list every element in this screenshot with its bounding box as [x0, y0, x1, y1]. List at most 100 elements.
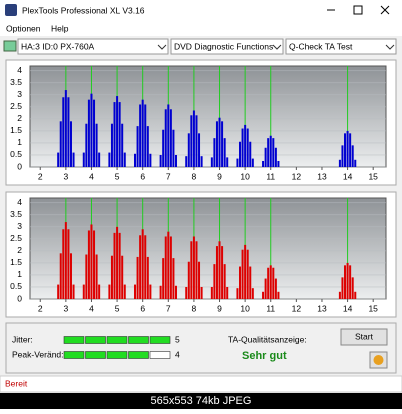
bar	[241, 128, 244, 167]
bar	[85, 254, 88, 299]
bar	[223, 138, 226, 167]
x-tick-label: 11	[266, 171, 275, 181]
x-tick-label: 3	[63, 303, 68, 313]
bar	[116, 96, 119, 167]
bar	[264, 147, 267, 167]
bar	[272, 138, 275, 167]
bar	[351, 277, 354, 299]
bar	[90, 93, 93, 167]
bar	[144, 104, 147, 167]
x-tick-label: 14	[343, 303, 353, 313]
bar	[344, 133, 347, 167]
bar	[113, 232, 116, 299]
meter-segment	[128, 336, 149, 344]
bar	[349, 265, 352, 299]
y-tick-label: 0.5	[10, 281, 22, 291]
bar	[62, 229, 65, 299]
y-tick-label: 0	[17, 161, 22, 171]
bar	[57, 284, 60, 299]
bar	[174, 154, 177, 167]
y-tick-label: 1	[17, 269, 22, 279]
bar	[267, 267, 270, 299]
bar	[169, 236, 172, 299]
bar	[67, 97, 70, 167]
bar	[221, 246, 224, 299]
menu-item[interactable]: Optionen	[6, 23, 41, 33]
bar	[82, 284, 85, 299]
bar	[146, 256, 149, 299]
drive-select[interactable]	[17, 38, 169, 55]
test-select[interactable]	[285, 38, 397, 55]
bar	[144, 235, 147, 299]
bar	[82, 152, 85, 167]
bar	[215, 121, 218, 167]
meter-segment	[85, 336, 106, 344]
bar	[262, 160, 265, 167]
bar	[123, 284, 126, 299]
bar	[274, 147, 277, 167]
x-tick-label: 5	[115, 171, 120, 181]
bar	[162, 129, 165, 167]
bar	[274, 278, 277, 299]
y-tick-label: 0	[17, 293, 22, 303]
meter-segment	[85, 351, 106, 359]
status-bar	[0, 375, 402, 393]
bar	[64, 90, 67, 167]
bar	[134, 284, 137, 299]
y-tick-label: 0.5	[10, 149, 22, 159]
bar	[200, 286, 203, 299]
bar	[69, 121, 72, 167]
bar	[108, 152, 111, 167]
bar	[159, 285, 162, 299]
bar	[116, 226, 119, 299]
x-tick-label: 11	[266, 303, 275, 313]
bar	[239, 266, 242, 299]
x-tick-label: 2	[38, 303, 43, 313]
menu-item[interactable]: Help	[51, 23, 69, 33]
jitter-label: Jitter:	[12, 334, 33, 344]
bar	[239, 141, 242, 167]
bar	[249, 266, 252, 299]
bar	[351, 145, 354, 167]
x-tick-label: 7	[166, 303, 171, 313]
x-tick-label: 15	[368, 303, 378, 313]
bar	[67, 229, 70, 299]
bar	[167, 231, 170, 299]
bar	[195, 241, 198, 299]
quality-label: TA-Qualitätsanzeige:	[228, 334, 307, 344]
result-panel	[5, 322, 397, 374]
dropdown-arrow	[272, 44, 282, 50]
function-select[interactable]	[170, 38, 284, 55]
bar	[262, 291, 265, 299]
bar	[236, 158, 239, 167]
bar	[246, 128, 249, 167]
bar	[236, 288, 239, 299]
bar	[141, 99, 144, 167]
bar	[349, 133, 352, 167]
maximize[interactable]	[353, 5, 363, 15]
bar	[121, 123, 124, 167]
bar	[172, 129, 175, 167]
meter-segment	[63, 351, 85, 359]
bar	[98, 284, 101, 299]
bar	[95, 254, 98, 299]
bar	[354, 159, 357, 167]
start-button[interactable]	[340, 328, 388, 346]
meter-segment	[63, 336, 85, 344]
bar	[95, 123, 98, 167]
bar	[215, 246, 218, 299]
bar	[341, 277, 344, 299]
bar	[269, 265, 272, 299]
bar	[87, 230, 90, 299]
bar	[210, 286, 213, 299]
bar	[244, 244, 247, 299]
meter-segment	[128, 351, 149, 359]
bar	[136, 126, 139, 167]
bar	[192, 110, 195, 167]
dropdown-arrow	[157, 44, 167, 50]
bar	[136, 256, 139, 299]
y-tick-label: 1.5	[10, 257, 22, 267]
close[interactable]	[380, 5, 390, 15]
status-text: Bereit	[5, 378, 28, 388]
